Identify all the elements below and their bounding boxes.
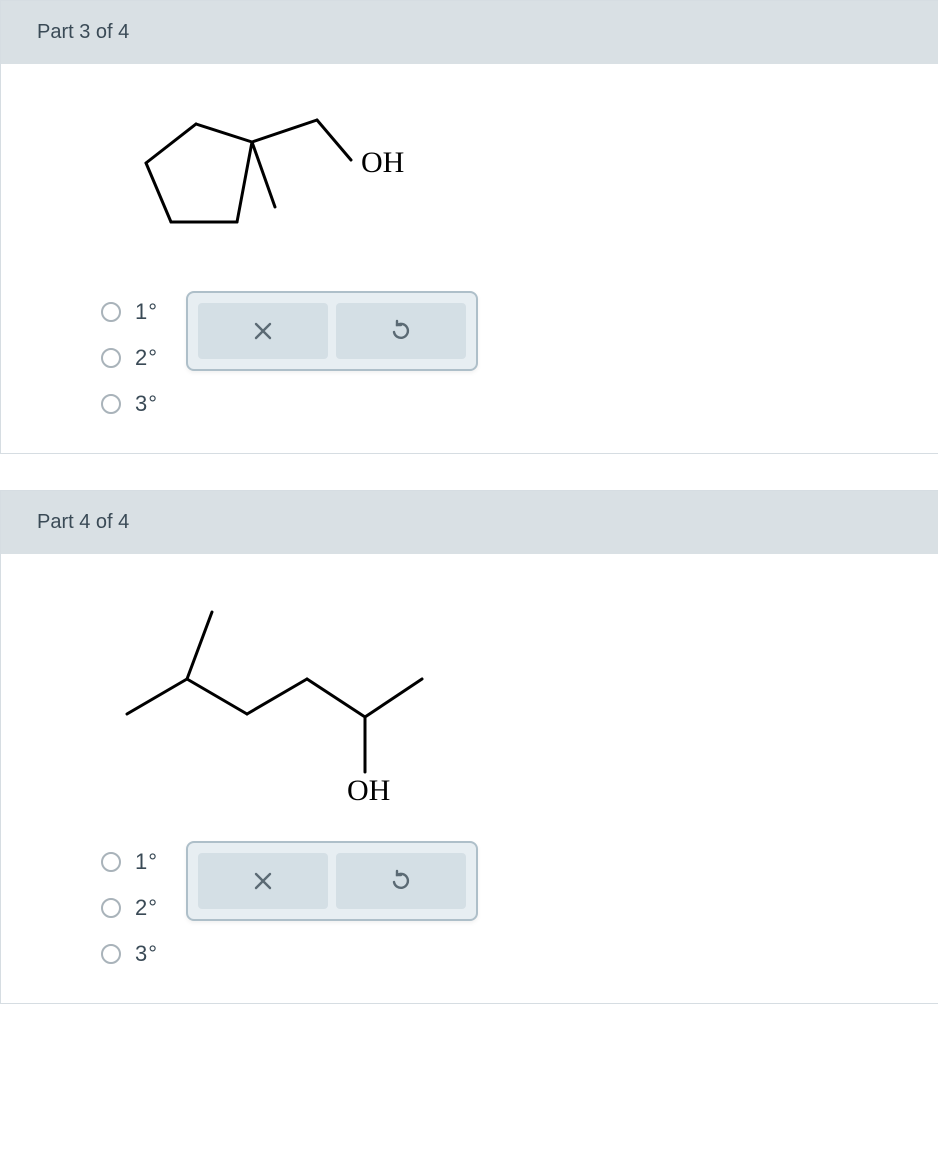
part-header: Part 3 of 4 [1, 1, 938, 64]
option-primary[interactable]: 1° [101, 849, 158, 875]
undo-icon [389, 869, 413, 893]
answer-row: 1° 2° 3° [37, 285, 902, 417]
option-label: 2° [135, 345, 158, 371]
radio-icon [101, 898, 121, 918]
radio-icon [101, 302, 121, 322]
radio-icon [101, 348, 121, 368]
option-label: 1° [135, 849, 158, 875]
option-tertiary[interactable]: 3° [101, 391, 158, 417]
option-secondary[interactable]: 2° [101, 895, 158, 921]
question-part-4: Part 4 of 4 OH [0, 490, 938, 1004]
oh-label: OH [347, 774, 390, 807]
undo-icon [389, 319, 413, 343]
oh-label: OH [361, 146, 404, 179]
option-secondary[interactable]: 2° [101, 345, 158, 371]
option-label: 2° [135, 895, 158, 921]
radio-icon [101, 394, 121, 414]
option-label: 1° [135, 299, 158, 325]
reset-button[interactable] [336, 303, 466, 359]
radio-group: 1° 2° 3° [37, 835, 158, 967]
radio-icon [101, 944, 121, 964]
page: Part 3 of 4 OH [0, 0, 938, 1004]
x-icon [252, 870, 274, 892]
answer-toolbar [186, 291, 478, 371]
option-primary[interactable]: 1° [101, 299, 158, 325]
option-label: 3° [135, 391, 158, 417]
chemical-structure: OH [97, 582, 902, 817]
reset-button[interactable] [336, 853, 466, 909]
part-title: Part 4 of 4 [37, 511, 129, 533]
x-icon [252, 320, 274, 342]
question-part-3: Part 3 of 4 OH [0, 0, 938, 454]
answer-toolbar [186, 841, 478, 921]
part-title: Part 3 of 4 [37, 21, 129, 43]
clear-button[interactable] [198, 303, 328, 359]
option-label: 3° [135, 941, 158, 967]
chemical-structure: OH [97, 92, 902, 267]
molecule-svg: OH [97, 582, 457, 812]
answer-row: 1° 2° 3° [37, 835, 902, 967]
radio-icon [101, 852, 121, 872]
option-tertiary[interactable]: 3° [101, 941, 158, 967]
molecule-svg: OH [97, 92, 417, 262]
clear-button[interactable] [198, 853, 328, 909]
part-body: OH 1° 2° 3° [1, 64, 938, 453]
part-header: Part 4 of 4 [1, 491, 938, 554]
part-body: OH 1° 2° 3° [1, 554, 938, 1003]
radio-group: 1° 2° 3° [37, 285, 158, 417]
